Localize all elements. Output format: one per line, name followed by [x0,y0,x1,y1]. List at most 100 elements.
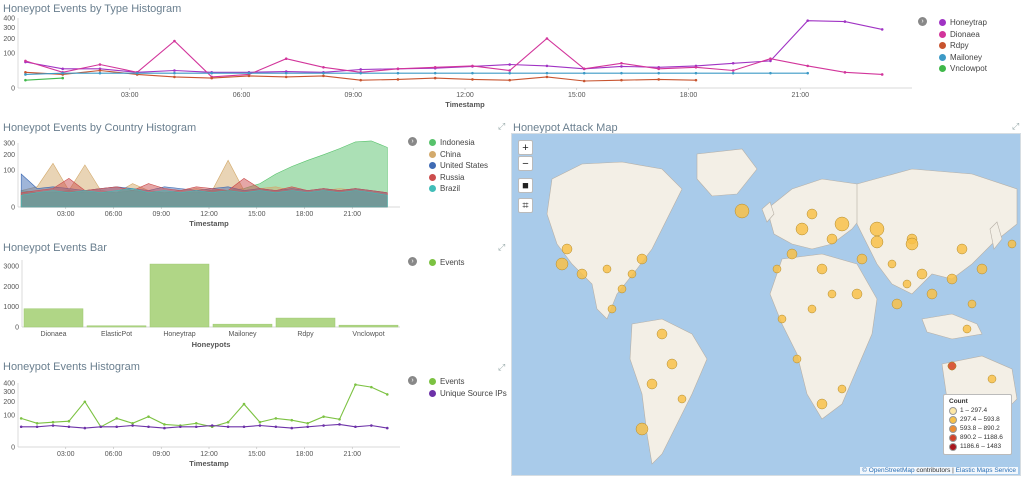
series-point-rdpy [433,76,437,80]
legend-toggle-icon[interactable]: › [408,257,417,266]
x-tick-label: Dionaea [40,331,66,338]
series-point-rdpy [620,78,623,82]
map-legend-swatch [949,442,957,451]
map-legend-row: 890.2 – 1188.6 [949,433,1006,442]
series-point-rdpy [210,76,213,80]
series-area-brazil [20,188,388,208]
attack-point [905,237,919,251]
x-tick-label: 09:00 [152,451,170,458]
type-histogram-chart[interactable]: 0 100 200 300 400 03:00 06:00 09:00 12:00 15:00 18… [0,0,1024,118]
x-tick-label: 06:00 [105,451,123,458]
attack-map[interactable]: + − ■ ⌗ Count 1 – 297.4 297.4 – 593.8 593.… [511,133,1021,476]
type-histogram-panel: Honeypot Events by Type Histogram 0 100 20… [0,0,1024,118]
country-histogram-chart[interactable]: 0 100 200 300 03:00 06:00 09:00 12:00 15:00 18:00… [0,118,510,238]
legend-item-honeytrap[interactable]: Honeytrap [939,17,987,29]
legend-item-brazil[interactable]: Brazil [429,183,488,195]
attack-point [635,422,649,436]
legend-item-russia[interactable]: Russia [429,172,488,184]
legend-toggle-icon[interactable]: › [918,17,927,26]
y-tick-label: 100 [3,413,15,420]
legend-item-united-states[interactable]: United States [429,160,488,172]
series-point-unique-source-ips [147,425,150,429]
series-point-events [35,421,39,425]
type-histogram-legend: › Honeytrap Dionaea Rdpy Mailoney Vnclowpot [918,17,987,75]
map-legend-label: 297.4 – 593.8 [960,416,1000,423]
series-point-mailoney [322,71,325,75]
draw-rectangle-button[interactable]: ■ [518,178,533,193]
series-point-dionaea [769,57,772,61]
legend-label: Events [440,377,465,387]
series-point-unique-source-ips [385,426,389,430]
series-point-mailoney [806,71,809,75]
land-south-america [629,318,708,465]
zoom-out-button[interactable]: − [518,156,533,171]
events-histogram-expand-icon[interactable]: ⤢ [498,362,506,372]
legend-item-indonesia[interactable]: Indonesia [429,137,488,149]
series-point-dionaea [173,39,176,43]
attack-point [902,279,912,289]
attack-map-expand-icon-right[interactable]: ⤢ [1012,121,1020,131]
osm-link[interactable]: © OpenStreetMap [862,467,915,474]
series-point-rdpy [247,74,251,78]
series-point-rdpy [545,75,549,79]
land-uk [761,201,775,223]
series-point-unique-source-ips [35,425,39,429]
legend-label: China [440,149,461,159]
legend-item-vnclowpot[interactable]: Vnclowpot [939,63,987,75]
series-point-mailoney [433,71,437,75]
x-tick-label: 06:00 [105,211,123,218]
series-point-rdpy [24,71,27,74]
series-point-events [258,420,262,424]
zoom-in-button[interactable]: + [518,140,533,155]
series-point-mailoney [731,71,735,75]
bar-elasticpot [86,325,147,328]
series-point-honeytrap [545,64,549,68]
y-tick-label: 0 [11,86,15,93]
legend-item-rdpy[interactable]: Rdpy [939,40,987,52]
land-indonesia [921,313,983,340]
map-legend-swatch [949,433,957,442]
legend-dot-icon [429,378,436,386]
land-north-america [546,161,683,320]
y-tick-label: 2000 [3,284,19,291]
attack-point [976,263,988,275]
series-point-rdpy [98,69,102,72]
elastic-maps-link[interactable]: Elastic Maps Service [955,467,1016,474]
events-bar-expand-icon[interactable]: ⤢ [498,242,506,252]
legend-item-mailoney[interactable]: Mailoney [939,52,987,64]
fit-bounds-button[interactable]: ⌗ [518,198,533,213]
legend-item-events[interactable]: Events [429,257,464,269]
legend-toggle-icon[interactable]: › [408,376,417,385]
legend-label: Dionaea [950,29,980,39]
x-tick-label: Mailoney [228,331,257,338]
series-point-honeytrap [508,63,512,66]
series-point-events [131,421,134,425]
series-point-events [163,423,166,426]
legend-toggle-icon[interactable]: › [408,137,417,146]
series-point-honeytrap [806,19,809,22]
map-attribution: © OpenStreetMap contributors | Elastic M… [860,467,1018,474]
bar-rdpy [275,317,336,328]
legend-label: Mailoney [950,52,983,62]
legend-dot-icon [429,162,436,170]
attack-point [734,203,750,219]
legend-item-events[interactable]: Events [429,376,507,388]
attack-map-expand-icon[interactable]: ⤢ [498,121,506,131]
legend-item-dionaea[interactable]: Dionaea [939,29,987,41]
x-tick-label: ElasticPot [101,331,132,338]
attack-point [891,298,903,310]
legend-item-china[interactable]: China [429,149,488,161]
series-point-mailoney [657,71,660,75]
series-point-unique-source-ips [99,425,103,429]
attack-point [786,248,798,260]
x-axis-title: Honeypots [192,340,231,349]
legend-item-unique-source-ips[interactable]: Unique Source IPs [429,388,507,400]
legend-dot-icon [429,139,436,147]
attack-point [795,222,809,236]
series-point-honeytrap [843,20,847,23]
series-point-events [290,418,294,422]
events-bar-chart[interactable]: 0 1000 2000 3000 Dionaea ElasticPot Honeytrap M… [0,238,510,360]
series-point-unique-source-ips [131,424,134,427]
series-point-rdpy [173,75,176,79]
